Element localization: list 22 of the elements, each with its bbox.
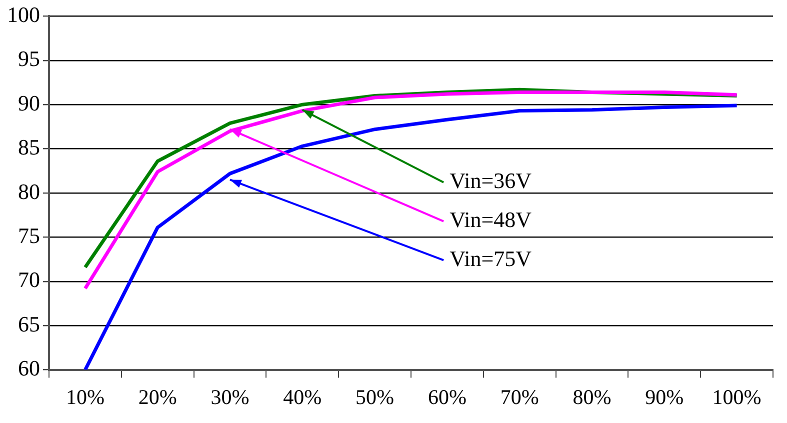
y-tick-label: 90 [18,90,40,116]
x-tick-label: 60% [428,384,466,409]
x-tick-label: 40% [283,384,322,409]
y-tick-label: 100 [7,2,40,27]
y-tick-label: 80 [18,178,40,204]
annotation: Vin=36V [450,168,532,194]
annotation: Vin=75V [450,246,532,271]
y-tick-label: 65 [18,311,40,336]
annotation: Vin=48V [450,207,532,232]
y-tick-label: 85 [18,134,40,160]
y-tick-label: 95 [18,46,40,72]
x-tick-label: 90% [645,384,684,409]
x-tick-label: 80% [572,384,612,409]
x-tick-label: 10% [66,384,104,409]
y-tick-label: 70 [18,267,40,292]
x-tick-label: 30% [210,384,250,409]
x-tick-label: 70% [500,384,539,409]
x-tick-label: 20% [138,384,177,409]
y-tick-label: 60 [18,356,40,381]
x-tick-label: 50% [356,384,394,409]
x-tick-label: 100% [712,384,762,409]
y-tick-label: 75 [18,222,40,248]
